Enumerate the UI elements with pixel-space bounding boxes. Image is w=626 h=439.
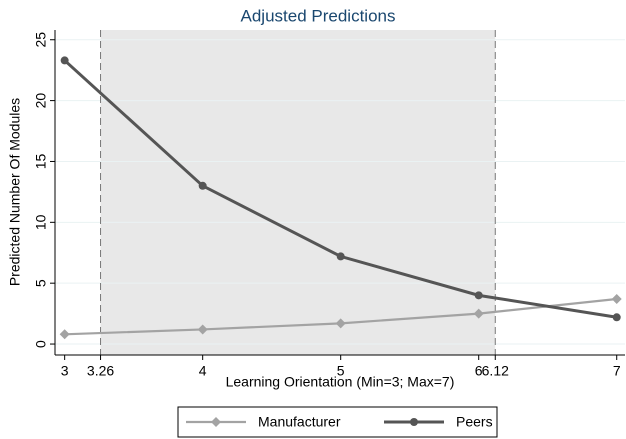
y-axis-label: Predicted Number Of Modules <box>7 98 23 286</box>
point-marker <box>611 294 622 305</box>
point-marker <box>59 329 70 340</box>
point-marker <box>197 324 208 335</box>
x-tick-label: 6.12 <box>482 363 509 379</box>
x-tick-label: 3.26 <box>87 363 114 379</box>
x-tick-label: 6 <box>475 363 483 379</box>
point-marker <box>336 252 345 261</box>
y-tick-label: 20 <box>33 93 49 109</box>
y-tick-label: 25 <box>33 32 49 48</box>
point-marker <box>473 308 484 319</box>
x-tick-label: 4 <box>199 363 207 379</box>
legend-label: Peers <box>456 414 493 430</box>
x-tick-label: 3 <box>61 363 69 379</box>
y-tick-label: 0 <box>33 340 49 348</box>
x-axis-label: Learning Orientation (Min=3; Max=7) <box>226 374 455 390</box>
point-marker <box>335 318 346 329</box>
point-marker <box>612 313 621 322</box>
legend-marker <box>410 418 418 426</box>
x-tick-label: 7 <box>613 363 621 379</box>
point-marker <box>60 56 69 65</box>
point-marker <box>198 181 207 190</box>
legend-label: Manufacturer <box>258 414 341 430</box>
x-tick-label: 5 <box>337 363 345 379</box>
chart-title: Adjusted Predictions <box>241 6 396 25</box>
y-tick-label: 15 <box>33 153 49 169</box>
y-tick-label: 5 <box>33 279 49 287</box>
shaded-region <box>100 30 496 355</box>
y-tick-label: 10 <box>33 214 49 230</box>
legend-marker <box>211 417 221 427</box>
point-marker <box>474 291 483 300</box>
